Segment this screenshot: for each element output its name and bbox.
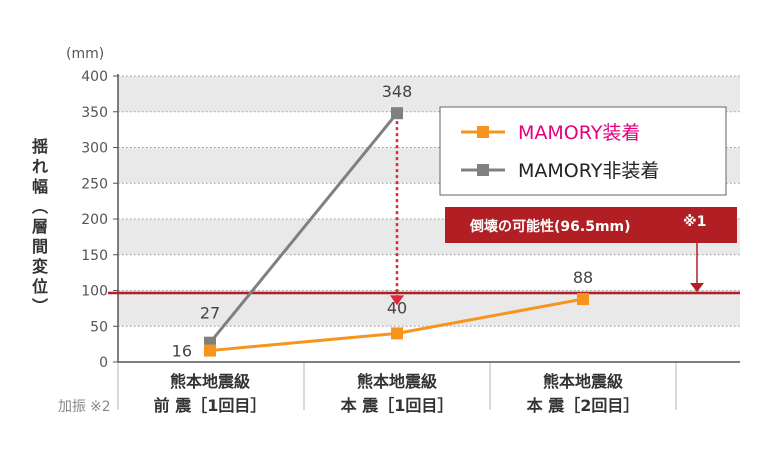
y-axis-title-char: ︶ [32,297,48,316]
data-labels: 16 40 88 27 348 [172,82,594,360]
y-axis-title-char: 変 [32,257,48,276]
legend-marker [477,164,489,176]
data-label: 88 [573,268,593,287]
y-axis-title-char: 間 [32,237,48,256]
y-axis-title-char: 位 [32,277,48,296]
data-label: 16 [172,342,192,361]
series-lines [204,107,589,357]
axes [113,74,740,363]
legend-marker [477,126,489,138]
x-prefix-label: 加振 [58,399,86,415]
legend-box [439,106,727,196]
y-axis-title-char: れ [32,157,48,176]
y-tick-label: 0 [99,355,108,371]
x-prefix-note: ※2 [90,399,111,415]
y-tick-label: 250 [81,176,108,192]
y-tick-label: 400 [81,69,108,85]
difference-arrow-head [390,295,404,306]
legend-label: MAMORY装着 [518,122,640,144]
series-line [208,112,399,344]
y-tick-label: 50 [90,319,108,335]
gridlines [117,75,740,410]
threshold-line: 倒壊の可能性(96.5mm) ※1 [108,207,740,295]
grid-band [118,76,740,112]
threshold-pointer-head [690,283,704,293]
category-label-line2: 前 震［1回目］ [154,396,267,415]
category-label-line1: 熊本地震級 [357,372,437,391]
threshold-banner [445,207,737,243]
data-point [577,293,589,306]
data-label: 348 [382,82,413,101]
data-point [391,107,403,120]
data-label: 27 [200,304,220,323]
y-unit-label: (mm) [66,46,104,62]
data-label: 40 [387,298,407,317]
y-tick-labels: 0 50 100 150 200 250 300 350 400 [81,69,108,371]
data-point [391,327,403,340]
y-tick-label: 100 [81,284,108,300]
category-label-line2: 本 震［2回目］ [527,396,640,415]
legend-label: MAMORY非装着 [518,160,659,182]
y-tick-label: 150 [81,248,108,264]
y-tick-label: 200 [81,212,108,228]
y-axis-title-char: 層 [32,217,48,236]
legend: MAMORY装着 MAMORY非装着 [439,106,727,196]
category-label-line1: 熊本地震級 [170,372,250,391]
y-tick-label: 350 [81,105,108,121]
category-label-line2: 本 震［1回目］ [341,396,454,415]
category-label-line1: 熊本地震級 [543,372,623,391]
y-axis-title-char: ︵ [32,197,48,216]
grid-band [118,290,740,327]
y-axis-title-char: 幅 [32,177,48,196]
y-tick-label: 300 [81,141,108,157]
difference-arrow [390,121,404,306]
data-point [204,344,216,357]
y-axis-title-char: 揺 [32,137,48,156]
threshold-note: ※1 [683,214,706,230]
threshold-label: 倒壊の可能性(96.5mm) [469,218,631,235]
